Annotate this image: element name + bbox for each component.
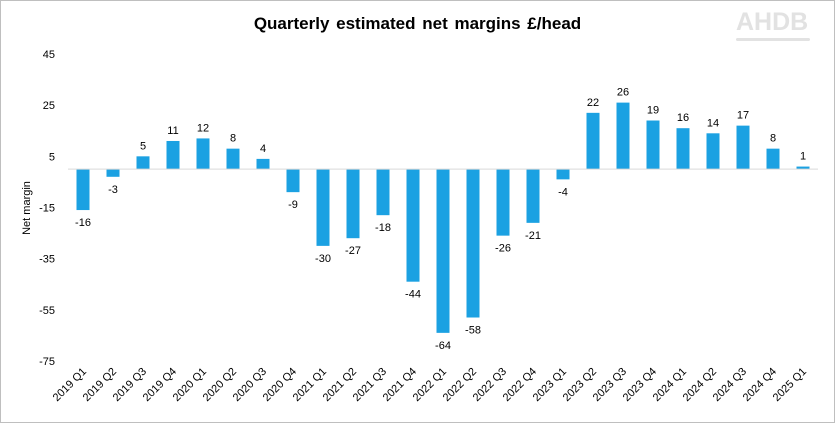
- data-label: -21: [525, 230, 541, 242]
- bar-2025-q1: [796, 166, 810, 170]
- y-tick-label: 45: [43, 49, 55, 61]
- data-label: -3: [108, 184, 118, 196]
- data-label: -27: [345, 245, 361, 257]
- data-label: 8: [770, 133, 776, 145]
- bar-2022-q4: [526, 169, 540, 223]
- data-label: -64: [435, 340, 451, 352]
- data-label: 26: [617, 87, 629, 99]
- data-label: 1: [800, 151, 806, 163]
- bar-2023-q4: [646, 120, 660, 170]
- bar-2020-q2: [226, 148, 240, 170]
- data-label: -26: [495, 243, 511, 255]
- bar-2024-q4: [766, 148, 780, 170]
- data-label: -9: [288, 199, 298, 211]
- y-tick-label: -55: [39, 305, 55, 317]
- data-label: -58: [465, 325, 481, 337]
- bar-2022-q1: [436, 169, 450, 333]
- data-label: -18: [375, 222, 391, 234]
- data-label: -44: [405, 289, 421, 301]
- bar-2023-q1: [556, 169, 570, 180]
- bar-2021-q2: [346, 169, 360, 239]
- bar-2023-q2: [586, 112, 600, 170]
- bar-2021-q1: [316, 169, 330, 246]
- bars: [76, 102, 810, 333]
- bar-2021-q3: [376, 169, 390, 216]
- y-axis-ticks: 45 25 5 -15 -35 -55 -75: [39, 49, 55, 368]
- data-label: 4: [260, 143, 266, 155]
- data-labels: -16 -3 5 11 12 8 4 -9 -30 -27 -18 -44 -64 -58 -26 -21 -4…: [75, 87, 806, 352]
- bar-2023-q3: [616, 102, 630, 170]
- y-tick-label: -75: [39, 356, 55, 368]
- chart-title: Quarterly estimated net margins £/head: [253, 14, 582, 33]
- y-axis-label: Net margin: [21, 181, 33, 235]
- logo-swoosh: [736, 38, 810, 41]
- bar-2020-q3: [256, 158, 270, 170]
- bar-2019-q3: [136, 156, 150, 170]
- data-label: 19: [647, 105, 659, 117]
- bar-2022-q2: [466, 169, 480, 318]
- data-label: 14: [707, 117, 719, 129]
- y-tick-label: 5: [49, 151, 55, 163]
- x-tick-label: 2025 Q1: [771, 366, 809, 404]
- data-label: 11: [167, 125, 178, 137]
- bar-2021-q4: [406, 169, 420, 282]
- bar-2019-q1: [76, 169, 90, 211]
- data-label: -30: [315, 253, 331, 265]
- data-label: 22: [587, 97, 599, 109]
- bar-2024-q1: [676, 128, 690, 170]
- bar-2019-q4: [166, 140, 180, 170]
- bar-2024-q2: [706, 133, 720, 170]
- data-label: 5: [140, 140, 146, 152]
- data-label: 8: [230, 133, 236, 145]
- data-label: 16: [677, 112, 689, 124]
- data-label: -16: [75, 217, 91, 229]
- bar-2020-q1: [196, 138, 210, 170]
- data-label: -4: [558, 186, 568, 198]
- y-tick-label: 25: [43, 100, 55, 112]
- bar-2020-q4: [286, 169, 300, 193]
- y-tick-label: -35: [39, 254, 55, 266]
- data-label: 17: [737, 110, 749, 122]
- y-tick-label: -15: [39, 203, 55, 215]
- ahdb-logo: AHDB: [736, 8, 809, 36]
- data-label: 12: [197, 122, 209, 134]
- bar-2022-q3: [496, 169, 510, 236]
- bar-2019-q2: [106, 169, 120, 177]
- bar-2024-q3: [736, 125, 750, 170]
